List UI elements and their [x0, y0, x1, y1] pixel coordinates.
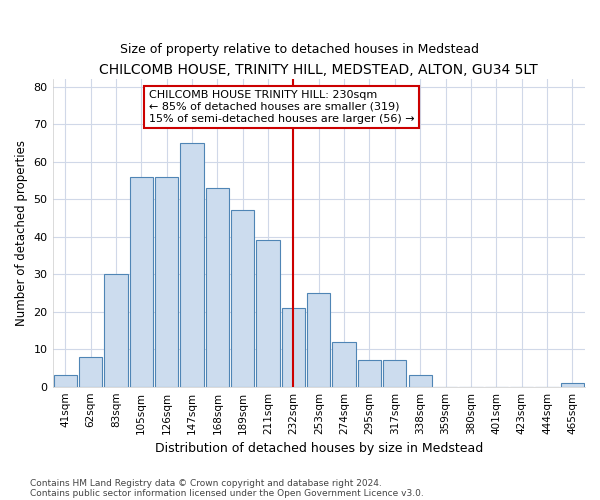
Bar [79, 356, 102, 386]
Bar [181, 143, 203, 386]
Bar [409, 376, 432, 386]
Bar [332, 342, 356, 386]
Bar [206, 188, 229, 386]
Bar [560, 383, 584, 386]
Text: CHILCOMB HOUSE TRINITY HILL: 230sqm
← 85% of detached houses are smaller (319)
1: CHILCOMB HOUSE TRINITY HILL: 230sqm ← 85… [149, 90, 415, 124]
Text: Contains public sector information licensed under the Open Government Licence v3: Contains public sector information licen… [30, 488, 424, 498]
Text: Contains HM Land Registry data © Crown copyright and database right 2024.: Contains HM Land Registry data © Crown c… [30, 478, 382, 488]
Bar [231, 210, 254, 386]
Bar [155, 176, 178, 386]
Text: Size of property relative to detached houses in Medstead: Size of property relative to detached ho… [121, 42, 479, 56]
Y-axis label: Number of detached properties: Number of detached properties [15, 140, 28, 326]
Bar [383, 360, 406, 386]
Bar [282, 308, 305, 386]
Bar [256, 240, 280, 386]
Bar [358, 360, 381, 386]
Title: CHILCOMB HOUSE, TRINITY HILL, MEDSTEAD, ALTON, GU34 5LT: CHILCOMB HOUSE, TRINITY HILL, MEDSTEAD, … [100, 62, 538, 76]
Bar [130, 176, 153, 386]
X-axis label: Distribution of detached houses by size in Medstead: Distribution of detached houses by size … [155, 442, 483, 455]
Bar [104, 274, 128, 386]
Bar [53, 376, 77, 386]
Bar [307, 293, 331, 386]
